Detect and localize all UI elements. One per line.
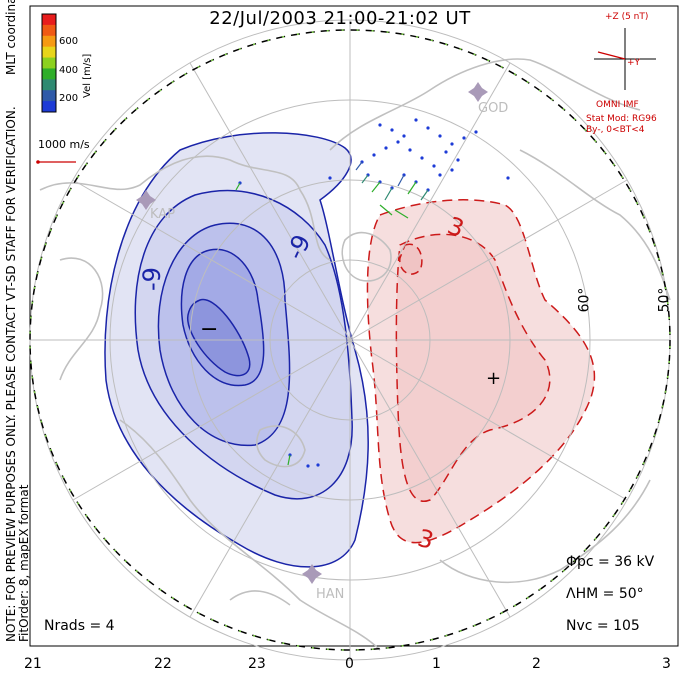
positive-contour-3 <box>399 243 423 275</box>
mlt-tick-3: 3 <box>662 656 671 672</box>
colorbar-segment <box>42 35 56 48</box>
station-label-god: GOD <box>478 101 508 116</box>
preview-note: NOTE: FOR PREVIEW PURPOSES ONLY. PLEASE … <box>4 106 18 642</box>
heppner-maynard-boundary <box>29 29 671 651</box>
contour-label-pos-bottom: 3 <box>415 524 437 555</box>
latitude-label-50: 50° <box>656 287 673 313</box>
colorbar-segment <box>42 14 56 26</box>
velocity-vector-lines <box>235 161 429 466</box>
colorbar-segment <box>42 24 56 37</box>
radar-count: Nrads = 4 <box>44 618 115 634</box>
contour-label-neg-left: -9 <box>138 267 166 291</box>
mlt-tick-1: 1 <box>432 656 441 672</box>
coordinate-system-label: MLT coordinates <box>4 0 18 75</box>
mlt-meridians <box>30 20 670 660</box>
imf-z-label: +Z (5 nT) <box>605 12 649 22</box>
imf-y-label: +Y <box>627 58 641 68</box>
colorbar-segment <box>42 90 56 102</box>
station-label-han: HAN <box>316 587 344 602</box>
velocity-colorbar <box>41 13 57 113</box>
cross-polar-potential: Φpc = 36 kV <box>566 554 655 570</box>
imf-condition: By-, 0<BT<4 <box>586 125 645 135</box>
colorbar-label: Vel [m/s] <box>82 53 93 98</box>
mlt-tick-2: 2 <box>532 656 541 672</box>
colorbar-segment <box>42 46 56 59</box>
colorbar-tick-600: 600 <box>59 36 79 47</box>
imf-model: Stat Mod: RG96 <box>586 114 657 124</box>
colorbar-tick-400: 400 <box>59 65 79 76</box>
colorbar-segment <box>42 101 56 113</box>
reference-vector-origin <box>36 160 40 164</box>
mlt-tick-21: 21 <box>24 656 42 672</box>
negative-contour-5 <box>187 298 251 377</box>
velocity-vectors <box>238 118 510 468</box>
coastlines <box>39 58 671 651</box>
latitude-label-60: 60° <box>576 287 593 313</box>
mlt-tick-22: 22 <box>154 656 172 672</box>
imf-vector <box>597 51 626 60</box>
radar-stations <box>136 82 488 584</box>
colorbar-frame <box>41 13 57 113</box>
vector-count: Nvc = 105 <box>566 618 640 634</box>
potential-max-marker: + <box>486 368 501 389</box>
colorbar-segment <box>42 79 56 91</box>
mlt-tick-0: 0 <box>345 656 354 672</box>
imf-source: OMNI IMF <box>596 100 639 110</box>
colorbar-segment <box>42 57 56 69</box>
potential-min-marker: − <box>200 317 218 342</box>
reference-vector-label: 1000 m/s <box>38 138 90 151</box>
map-title: 22/Jul/2003 21:00-21:02 UT <box>209 8 471 29</box>
station-label-kap: KAP <box>150 207 175 222</box>
mlt-tick-23: 23 <box>248 656 266 672</box>
hm-boundary-latitude: ΛHM = 50° <box>566 586 644 602</box>
colorbar-tick-200: 200 <box>59 93 79 104</box>
colorbar-segment <box>42 68 56 80</box>
fit-order-note: FitOrder: 8, mapEX format <box>17 484 31 642</box>
